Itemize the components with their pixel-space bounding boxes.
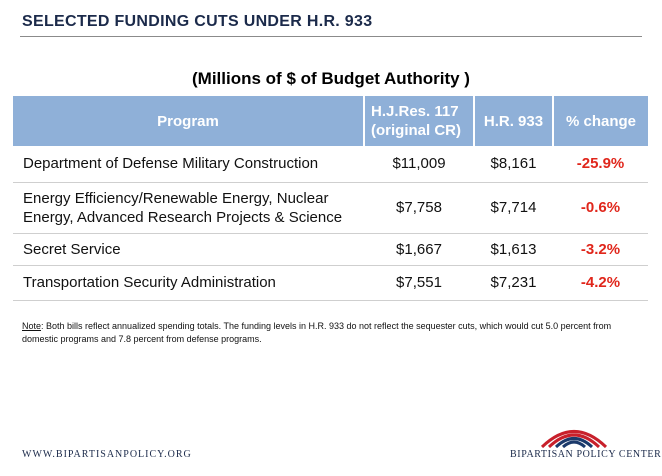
hjres-value-cell: $7,758 — [364, 182, 474, 234]
table-row: Department of Defense Military Construct… — [13, 146, 648, 183]
table-row: Secret Service $1,667 $1,613 -3.2% — [13, 233, 648, 266]
hr933-value-cell: $1,613 — [474, 233, 553, 266]
change-value-cell: -0.6% — [553, 182, 648, 234]
column-header-program: Program — [13, 96, 365, 146]
program-name-line1: Energy Efficiency/Renewable Energy, Nucl… — [23, 189, 329, 207]
logo-wordmark: BIPARTISAN POLICY CENTER — [510, 449, 662, 460]
table-header-row: Program H.J.Res. 117 (original CR) H.R. … — [13, 96, 648, 146]
program-cell: Secret Service — [13, 233, 364, 266]
program-name: Department of Defense Military Construct… — [23, 155, 319, 173]
table-row: Transportation Security Administration $… — [13, 265, 648, 301]
hr933-value-cell: $7,231 — [474, 265, 553, 301]
program-cell: Energy Efficiency/Renewable Energy, Nucl… — [13, 182, 364, 234]
program-name-line2: Energy, Advanced Research Projects & Sci… — [23, 208, 343, 226]
hr933-value-cell: $8,161 — [474, 146, 553, 183]
change-value-cell: -25.9% — [553, 146, 648, 183]
table-subtitle: (Millions of $ of Budget Authority ) — [192, 69, 470, 88]
title-divider — [20, 36, 642, 37]
hr933-value-cell: $7,714 — [474, 182, 553, 234]
change-value-cell: -4.2% — [553, 265, 648, 301]
footnote-label: Note — [22, 321, 42, 331]
column-header-change: % change — [553, 96, 648, 146]
funding-cuts-table: Program H.J.Res. 117 (original CR) H.R. … — [13, 96, 648, 301]
program-name: Secret Service — [23, 240, 121, 258]
program-cell: Transportation Security Administration — [13, 265, 364, 301]
table-row: Energy Efficiency/Renewable Energy, Nucl… — [13, 182, 648, 234]
program-name: Transportation Security Administration — [23, 274, 276, 291]
slide-title: SELECTED FUNDING CUTS UNDER H.R. 933 — [22, 13, 373, 30]
column-header-hjres-line1: H.J.Res. 117 — [371, 103, 459, 120]
footer-website-link[interactable]: WWW.BIPARTISANPOLICY.ORG — [22, 449, 192, 460]
hjres-value-cell: $1,667 — [364, 233, 474, 266]
program-cell: Department of Defense Military Construct… — [13, 146, 364, 183]
footnote: Note: Both bills reflect annualized spen… — [22, 320, 642, 346]
footnote-text: : Both bills reflect annualized spending… — [22, 321, 612, 344]
hjres-value-cell: $7,551 — [364, 265, 474, 301]
change-value-cell: -3.2% — [553, 233, 648, 266]
column-header-hr933: H.R. 933 — [474, 96, 554, 146]
column-header-hjres-line2: (original CR) — [371, 122, 461, 139]
hjres-value-cell: $11,009 — [364, 146, 474, 183]
column-header-hjres: H.J.Res. 117 (original CR) — [364, 96, 475, 146]
bipartisan-policy-center-logo-icon — [540, 430, 608, 448]
